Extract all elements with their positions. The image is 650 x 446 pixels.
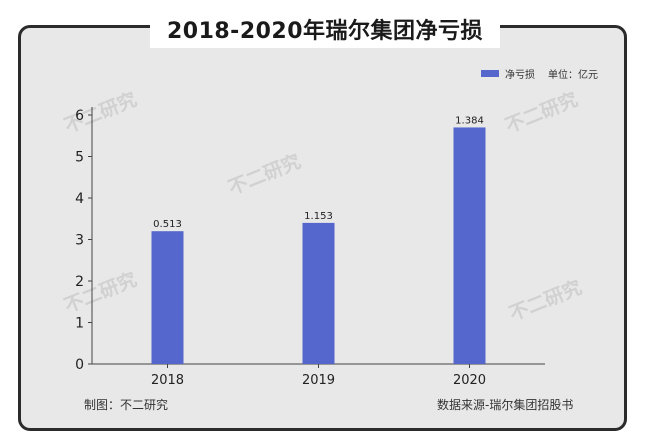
bar xyxy=(151,231,184,364)
y-tick-label: 4 xyxy=(75,191,84,207)
x-tick-label: 2020 xyxy=(453,373,486,388)
y-tick-label: 1 xyxy=(75,316,84,332)
y-tick-label: 5 xyxy=(75,150,84,166)
y-tick-label: 0 xyxy=(75,357,84,373)
data-label: 1.384 xyxy=(455,115,484,126)
title-box: 2018-2020年瑞尔集团净亏损 xyxy=(150,10,500,48)
footer-credit: 制图：不二研究 xyxy=(84,398,169,412)
data-label: 1.153 xyxy=(304,211,333,222)
y-tick-label: 3 xyxy=(75,233,84,249)
legend: 净亏损 xyxy=(481,66,535,81)
bar xyxy=(302,222,335,364)
x-tick-label: 2018 xyxy=(151,373,184,388)
legend-label: 净亏损 xyxy=(505,70,535,81)
chart-title: 2018-2020年瑞尔集团净亏损 xyxy=(166,19,484,44)
y-tick-label: 6 xyxy=(75,108,84,124)
unit-label: 单位：亿元 xyxy=(548,70,598,81)
bar xyxy=(453,127,486,364)
y-tick-label: 2 xyxy=(75,274,84,290)
data-label: 0.513 xyxy=(153,219,182,230)
legend-swatch xyxy=(481,70,499,77)
x-tick-label: 2019 xyxy=(302,373,335,388)
footer-source: 数据来源-瑞尔集团招股书 xyxy=(437,398,574,412)
